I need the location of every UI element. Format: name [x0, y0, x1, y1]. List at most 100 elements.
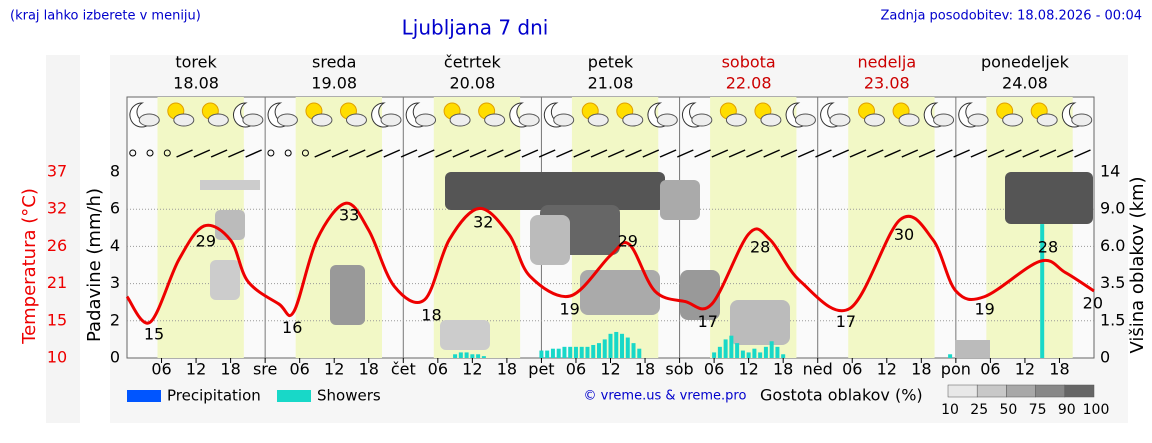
temp-tick-label: 32 — [47, 199, 67, 218]
precip-bar — [568, 346, 573, 358]
wind-barb — [556, 149, 573, 158]
x-tick-label: 06 — [980, 360, 1000, 379]
wind-barb — [1005, 149, 1022, 158]
temp-axis-label: Temperatura (°C) — [19, 188, 40, 345]
x-tick-label: čet — [391, 360, 416, 379]
temp-label: 28 — [750, 238, 770, 257]
wind-barb — [418, 149, 435, 158]
precip-bar — [596, 343, 601, 358]
wind-barb — [953, 149, 970, 158]
y2-tick-label: 6.0 — [1100, 236, 1125, 255]
y2-tick-label: 14 — [1100, 162, 1120, 181]
legend-label: Showers — [317, 387, 381, 405]
temperature-line — [125, 201, 1095, 325]
precip-bar — [763, 346, 768, 358]
wind-calm — [146, 149, 154, 157]
temp-label: 19 — [559, 300, 579, 319]
cloud-legend-box — [1064, 384, 1095, 398]
legend-label: Precipitation — [167, 387, 261, 405]
x-tick-label: 12 — [1015, 360, 1035, 379]
wind-barb — [918, 149, 936, 158]
x-tick-label: 06 — [566, 360, 586, 379]
wind-barb — [694, 149, 711, 158]
wind-barb — [469, 149, 487, 158]
y-tick-label: 4 — [110, 236, 120, 255]
y-tick-label: 6 — [110, 199, 120, 218]
x-tick-label: 18 — [773, 360, 793, 379]
precip-bar — [573, 346, 578, 358]
precip-bar — [625, 337, 630, 358]
wind-calm — [301, 149, 309, 157]
day-name: torek — [175, 53, 217, 72]
wind-barb — [1074, 149, 1091, 158]
wind-barb — [383, 149, 401, 158]
wind-barb — [901, 149, 919, 158]
cloud-icon — [1036, 113, 1058, 127]
day-name: sobota — [722, 53, 776, 72]
precip-bar — [458, 352, 463, 358]
precip-bar — [758, 352, 763, 358]
wind-barb — [400, 149, 418, 158]
cloud-icon — [449, 113, 471, 127]
temp-tick-label: 21 — [47, 273, 67, 292]
wind-barb — [1056, 149, 1074, 158]
wind-barb — [331, 149, 349, 158]
day-name: četrtek — [444, 53, 502, 72]
cloud-icon — [691, 113, 713, 127]
wind-barb — [245, 149, 262, 158]
cloud-icon — [725, 113, 747, 127]
wind-barb — [780, 149, 798, 158]
wind-barb — [884, 149, 901, 158]
cloud-icon — [864, 113, 886, 127]
cloud-icon — [345, 113, 367, 127]
day-band — [848, 97, 935, 358]
precip-bar — [464, 352, 469, 358]
temp-label: 32 — [473, 213, 493, 232]
legend-swatch — [277, 390, 311, 402]
x-tick-label: 12 — [738, 360, 758, 379]
temp-label: 18 — [421, 306, 441, 325]
precip-bar — [453, 354, 458, 358]
cloud-legend-box — [947, 384, 978, 398]
cloud-legend-title: Gostota oblakov (%) — [760, 386, 923, 405]
wind-barb — [849, 149, 867, 158]
x-tick-label: 18 — [1049, 360, 1069, 379]
temp-label: 19 — [974, 300, 994, 319]
precip-bar — [1040, 224, 1045, 358]
wind-barb — [314, 149, 332, 158]
x-tick-label: 06 — [704, 360, 724, 379]
temp-label: 30 — [894, 225, 914, 244]
precip-bar — [723, 339, 728, 358]
wind-barb — [193, 149, 211, 158]
y2-tick-label: 0 — [1100, 348, 1110, 367]
precip-bar — [769, 341, 774, 358]
x-tick-label: 18 — [497, 360, 517, 379]
y2-tick-label: 1.5 — [1100, 310, 1125, 329]
wind-barb — [366, 149, 383, 158]
precip-bar — [602, 339, 607, 358]
wind-barb — [573, 149, 591, 158]
x-tick-label: sre — [253, 360, 277, 379]
temp-tick-label: 26 — [47, 236, 67, 255]
cloud-icon — [518, 113, 540, 127]
cloud-icon — [207, 113, 229, 127]
wind-barb — [1039, 149, 1057, 158]
cloud-icon — [1071, 113, 1093, 127]
wind-barb — [538, 149, 556, 158]
day-date: 20.08 — [449, 74, 495, 93]
x-tick-label: 12 — [600, 360, 620, 379]
precip-bar — [614, 331, 619, 358]
cloud-icon — [587, 113, 609, 127]
precip-bar — [476, 354, 481, 358]
cloud-icon — [656, 113, 678, 127]
cloud-icon — [760, 113, 782, 127]
x-tick-label: 06 — [151, 360, 171, 379]
wind-calm — [163, 149, 171, 157]
precip-bar — [539, 350, 544, 358]
day-date: 21.08 — [588, 74, 634, 93]
precip-bar — [717, 346, 722, 358]
temp-label: 28 — [1038, 238, 1058, 257]
x-tick-label: sob — [665, 360, 693, 379]
wind-barb — [176, 149, 193, 158]
